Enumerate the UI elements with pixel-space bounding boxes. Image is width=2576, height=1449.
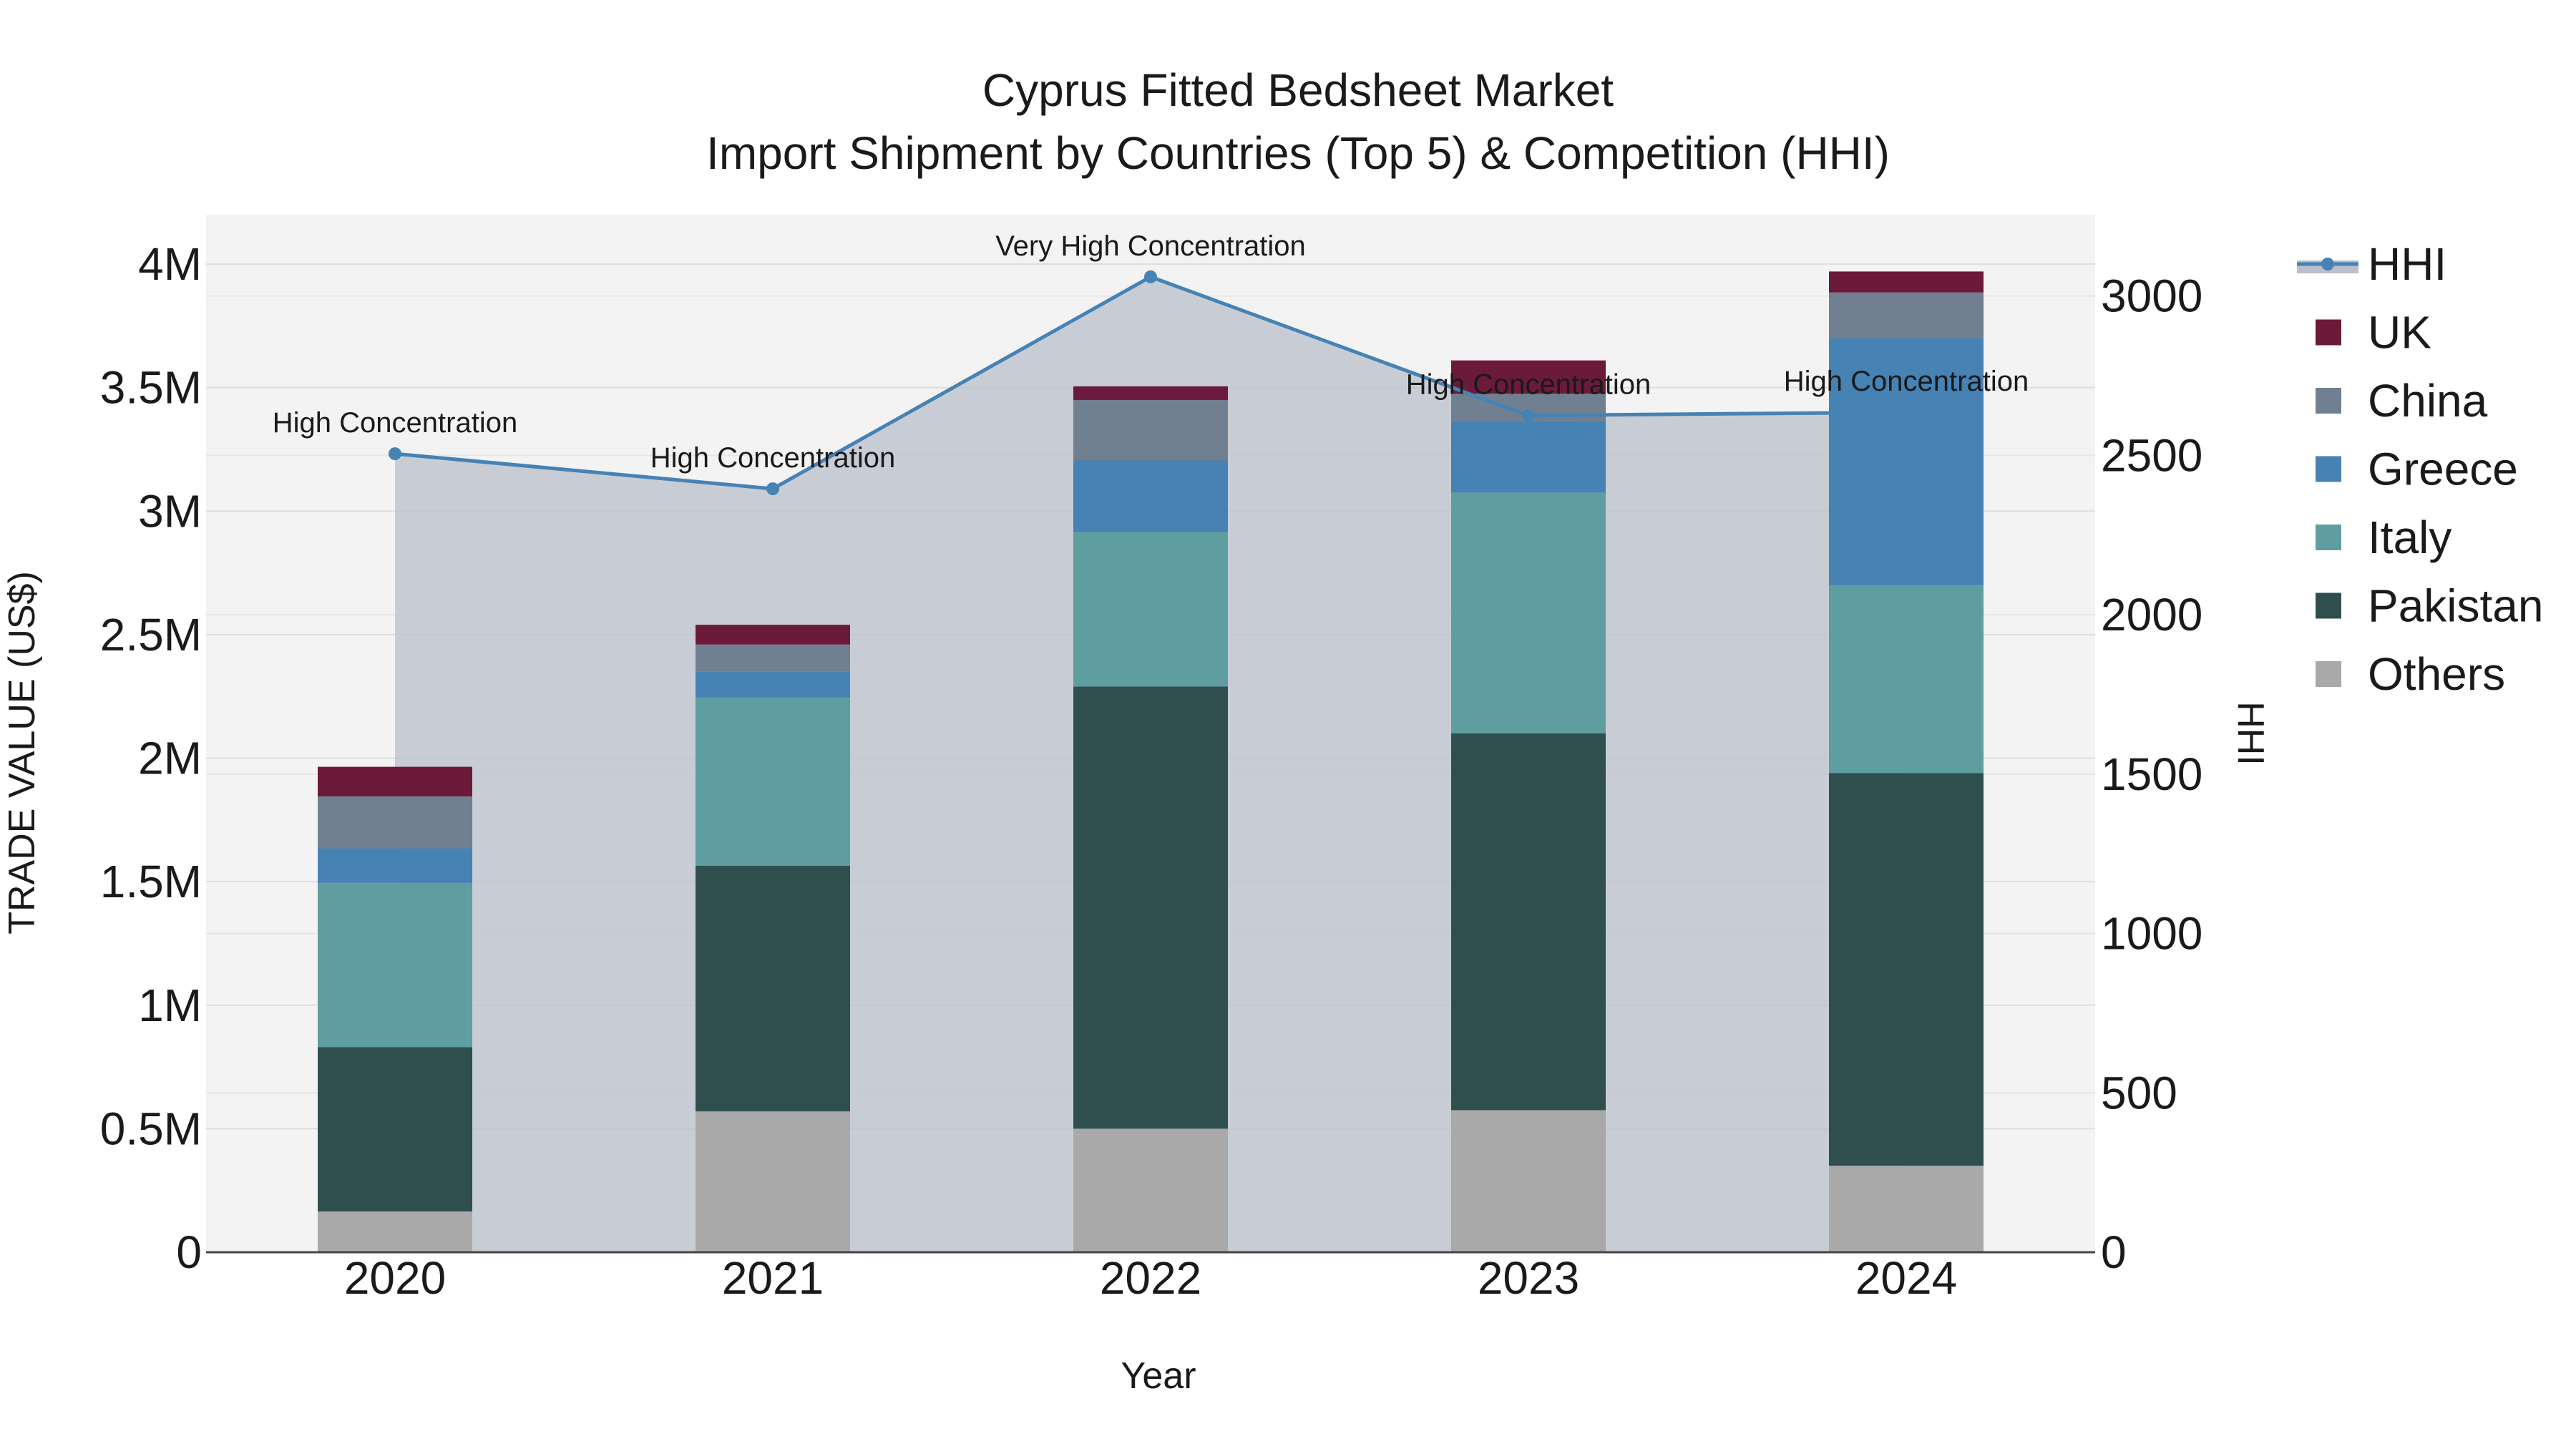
legend-item-others[interactable]: Others <box>2316 648 2505 700</box>
hhi-point-2021[interactable] <box>766 482 779 496</box>
y-tick-1: 0.5M <box>100 1103 202 1154</box>
y2-tick-2: 1000 <box>2101 908 2202 960</box>
y2-tick-4: 2000 <box>2101 589 2202 640</box>
legend-label-uk: UK <box>2368 307 2431 358</box>
hhi-point-2023[interactable] <box>1522 409 1535 422</box>
hhi-point-2024[interactable] <box>1900 406 1913 419</box>
y-axis-ticks: 0 0.5M 1M 1.5M 2M 2.5M 3M 3.5M 4M <box>100 238 202 1278</box>
bar-uk-2020[interactable] <box>318 766 472 797</box>
y-tick-8: 4M <box>138 238 202 290</box>
y2-tick-0: 0 <box>2101 1226 2127 1278</box>
y-tick-2: 1M <box>138 980 202 1031</box>
bar-pakistan-2021[interactable] <box>696 865 850 1112</box>
legend-label-others: Others <box>2368 648 2505 700</box>
legend-label-hhi: HHI <box>2368 238 2446 290</box>
legend-label-pakistan: Pakistan <box>2368 580 2543 632</box>
hhi-point-2020[interactable] <box>389 447 401 461</box>
bar-others-2022[interactable] <box>1073 1128 1228 1252</box>
y2-tick-3: 1500 <box>2101 748 2202 800</box>
bar-uk-2023[interactable] <box>1451 360 1606 394</box>
bar-greece-2022[interactable] <box>1073 460 1228 532</box>
y2-tick-1: 500 <box>2101 1067 2177 1118</box>
legend-label-italy: Italy <box>2368 512 2451 563</box>
bar-others-2024[interactable] <box>1829 1166 1984 1252</box>
legend-swatch-greece <box>2316 456 2341 482</box>
bar-italy-2024[interactable] <box>1829 585 1984 774</box>
bar-china-2022[interactable] <box>1073 399 1228 461</box>
legend-item-greece[interactable]: Greece <box>2316 444 2518 495</box>
bar-others-2021[interactable] <box>696 1111 850 1252</box>
y-tick-4: 2M <box>138 733 202 784</box>
bar-others-2020[interactable] <box>318 1211 472 1252</box>
y2-axis-ticks: 0 500 1000 1500 2000 2500 3000 <box>2101 270 2202 1278</box>
bar-italy-2022[interactable] <box>1073 532 1228 687</box>
x-axis-title: Year <box>1121 1355 1196 1397</box>
y2-tick-6: 3000 <box>2101 270 2202 322</box>
bar-others-2023[interactable] <box>1451 1110 1606 1252</box>
x-axis-ticks: 2020 2021 2022 2023 2024 <box>344 1252 1957 1304</box>
hhi-point-2022[interactable] <box>1144 270 1157 283</box>
legend-item-hhi[interactable]: HHI <box>2297 238 2446 290</box>
chart-title-line-1: Cyprus Fitted Bedsheet Market <box>982 64 1614 116</box>
bar-italy-2023[interactable] <box>1451 492 1606 733</box>
bar-greece-2023[interactable] <box>1451 421 1606 493</box>
hhi-annotation-2024: High Concentration <box>1784 366 2029 397</box>
hhi-annotations: High Concentration High Concentration Very… <box>273 230 2029 474</box>
y-tick-7: 3.5M <box>100 362 202 414</box>
x-tick-2024: 2024 <box>1855 1252 1957 1304</box>
legend-swatch-others <box>2316 661 2341 687</box>
legend-item-italy[interactable]: Italy <box>2316 512 2451 563</box>
legend-swatch-china <box>2316 388 2341 414</box>
x-tick-2020: 2020 <box>344 1252 446 1304</box>
bar-italy-2021[interactable] <box>696 697 850 866</box>
hhi-annotation-2022: Very High Concentration <box>995 230 1306 262</box>
y-tick-3: 1.5M <box>100 856 202 907</box>
y-axis-title: TRADE VALUE (US$) <box>1 571 43 935</box>
bar-china-2020[interactable] <box>318 796 472 849</box>
bar-china-2024[interactable] <box>1829 292 1984 338</box>
bar-pakistan-2022[interactable] <box>1073 686 1228 1129</box>
bar-italy-2020[interactable] <box>318 882 472 1048</box>
bar-uk-2021[interactable] <box>696 625 850 645</box>
legend-item-china[interactable]: China <box>2316 375 2488 426</box>
y2-axis-title: HHI <box>2230 701 2271 766</box>
y2-tick-5: 2500 <box>2101 429 2202 481</box>
legend-swatch-pakistan <box>2316 592 2341 619</box>
bar-greece-2024[interactable] <box>1829 338 1984 585</box>
legend-item-uk[interactable]: UK <box>2316 307 2431 358</box>
y-tick-5: 2.5M <box>100 609 202 660</box>
legend-swatch-uk <box>2316 319 2341 346</box>
hhi-line-group <box>389 270 1913 496</box>
x-tick-2022: 2022 <box>1100 1252 1201 1304</box>
chart-title-line-2: Import Shipment by Countries (Top 5) & C… <box>706 127 1890 179</box>
bars <box>318 271 1984 1252</box>
legend-swatch-italy <box>2316 525 2341 550</box>
legend[interactable]: HHI UK China Greece Italy Pakistan Others <box>2297 238 2543 700</box>
hhi-annotation-2020: High Concentration <box>273 407 517 439</box>
y-tick-0: 0 <box>176 1226 202 1278</box>
bar-uk-2024[interactable] <box>1829 271 1984 293</box>
bar-pakistan-2023[interactable] <box>1451 733 1606 1111</box>
bar-greece-2020[interactable] <box>318 848 472 883</box>
legend-item-pakistan[interactable]: Pakistan <box>2316 580 2543 632</box>
bar-china-2021[interactable] <box>696 644 850 672</box>
bar-pakistan-2024[interactable] <box>1829 773 1984 1166</box>
legend-label-china: China <box>2368 375 2488 426</box>
bar-uk-2022[interactable] <box>1073 386 1228 400</box>
y-tick-6: 3M <box>138 485 202 537</box>
bar-pakistan-2020[interactable] <box>318 1047 472 1212</box>
legend-swatch-hhi-marker <box>2321 258 2334 270</box>
hhi-annotation-2021: High Concentration <box>650 442 895 474</box>
bar-greece-2021[interactable] <box>696 671 850 698</box>
x-tick-2023: 2023 <box>1478 1252 1579 1304</box>
hhi-annotation-2023: High Concentration <box>1406 369 1651 401</box>
legend-label-greece: Greece <box>2368 444 2518 495</box>
x-tick-2021: 2021 <box>722 1252 824 1304</box>
